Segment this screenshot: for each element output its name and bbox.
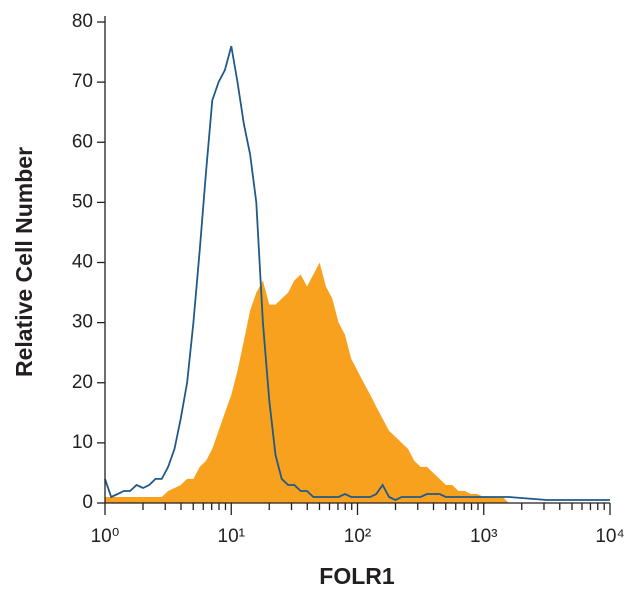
histogram-area xyxy=(105,262,610,503)
x-tick-label: 10³ xyxy=(470,526,497,547)
y-tick-label: 60 xyxy=(72,131,93,152)
x-axis-label: FOLR1 xyxy=(319,563,395,589)
x-tick-label: 10¹ xyxy=(218,526,245,547)
y-axis-label: Relative Cell Number xyxy=(11,147,37,377)
y-tick-label: 70 xyxy=(72,71,93,92)
x-tick-label: 10⁰ xyxy=(91,526,120,547)
histogram-line xyxy=(104,45,610,501)
y-tick-label: 30 xyxy=(72,312,93,333)
y-tick-label: 20 xyxy=(72,372,93,393)
y-tick-label: 80 xyxy=(72,11,93,32)
x-tick-label: 10⁴ xyxy=(595,526,624,547)
y-tick-label: 0 xyxy=(82,492,93,513)
x-tick-label: 10² xyxy=(344,526,371,547)
y-tick-label: 10 xyxy=(72,432,93,453)
y-tick-label: 50 xyxy=(72,191,93,212)
y-tick-label: 40 xyxy=(72,252,93,273)
